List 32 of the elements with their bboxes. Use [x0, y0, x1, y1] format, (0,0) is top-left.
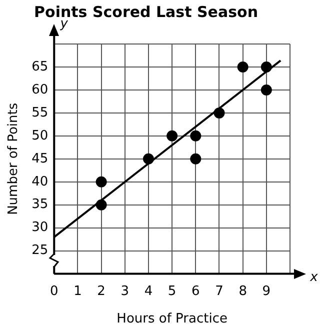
point — [260, 84, 272, 96]
y-tick-label: 40 — [32, 174, 48, 190]
y-tick-label: 35 — [32, 197, 48, 212]
y-tick-label: 65 — [32, 59, 48, 74]
x-tick-label: 9 — [262, 284, 271, 299]
y-axis-title: Number of Points — [6, 102, 22, 215]
x-tick-label: 8 — [238, 284, 247, 299]
point — [142, 153, 154, 164]
y-tick-label: 45 — [32, 151, 48, 166]
y-tick-label: 60 — [32, 82, 48, 98]
x-tick-label: 4 — [144, 284, 153, 299]
y-tick-label: 55 — [32, 105, 48, 120]
point — [190, 130, 202, 142]
point — [260, 61, 272, 72]
x-tick-label: 1 — [74, 284, 82, 299]
x-tick-label: 2 — [97, 284, 106, 299]
x-axis-title: Hours of Practice — [116, 312, 228, 327]
text: x — [309, 270, 318, 286]
x-tick-label: 6 — [192, 284, 200, 299]
y-tick-label: 30 — [32, 220, 48, 236]
x-tick-label: 7 — [215, 284, 224, 299]
point — [190, 153, 202, 164]
x-tick-label: 5 — [168, 284, 176, 299]
point — [166, 130, 178, 142]
y-tick-label: 25 — [32, 243, 48, 258]
point — [96, 199, 107, 210]
y-tick-label: 50 — [32, 128, 48, 144]
x-tick-label: 0 — [50, 284, 58, 299]
point — [214, 107, 225, 118]
point — [96, 176, 107, 188]
x-tick-label: 3 — [120, 284, 130, 299]
point — [237, 61, 248, 72]
